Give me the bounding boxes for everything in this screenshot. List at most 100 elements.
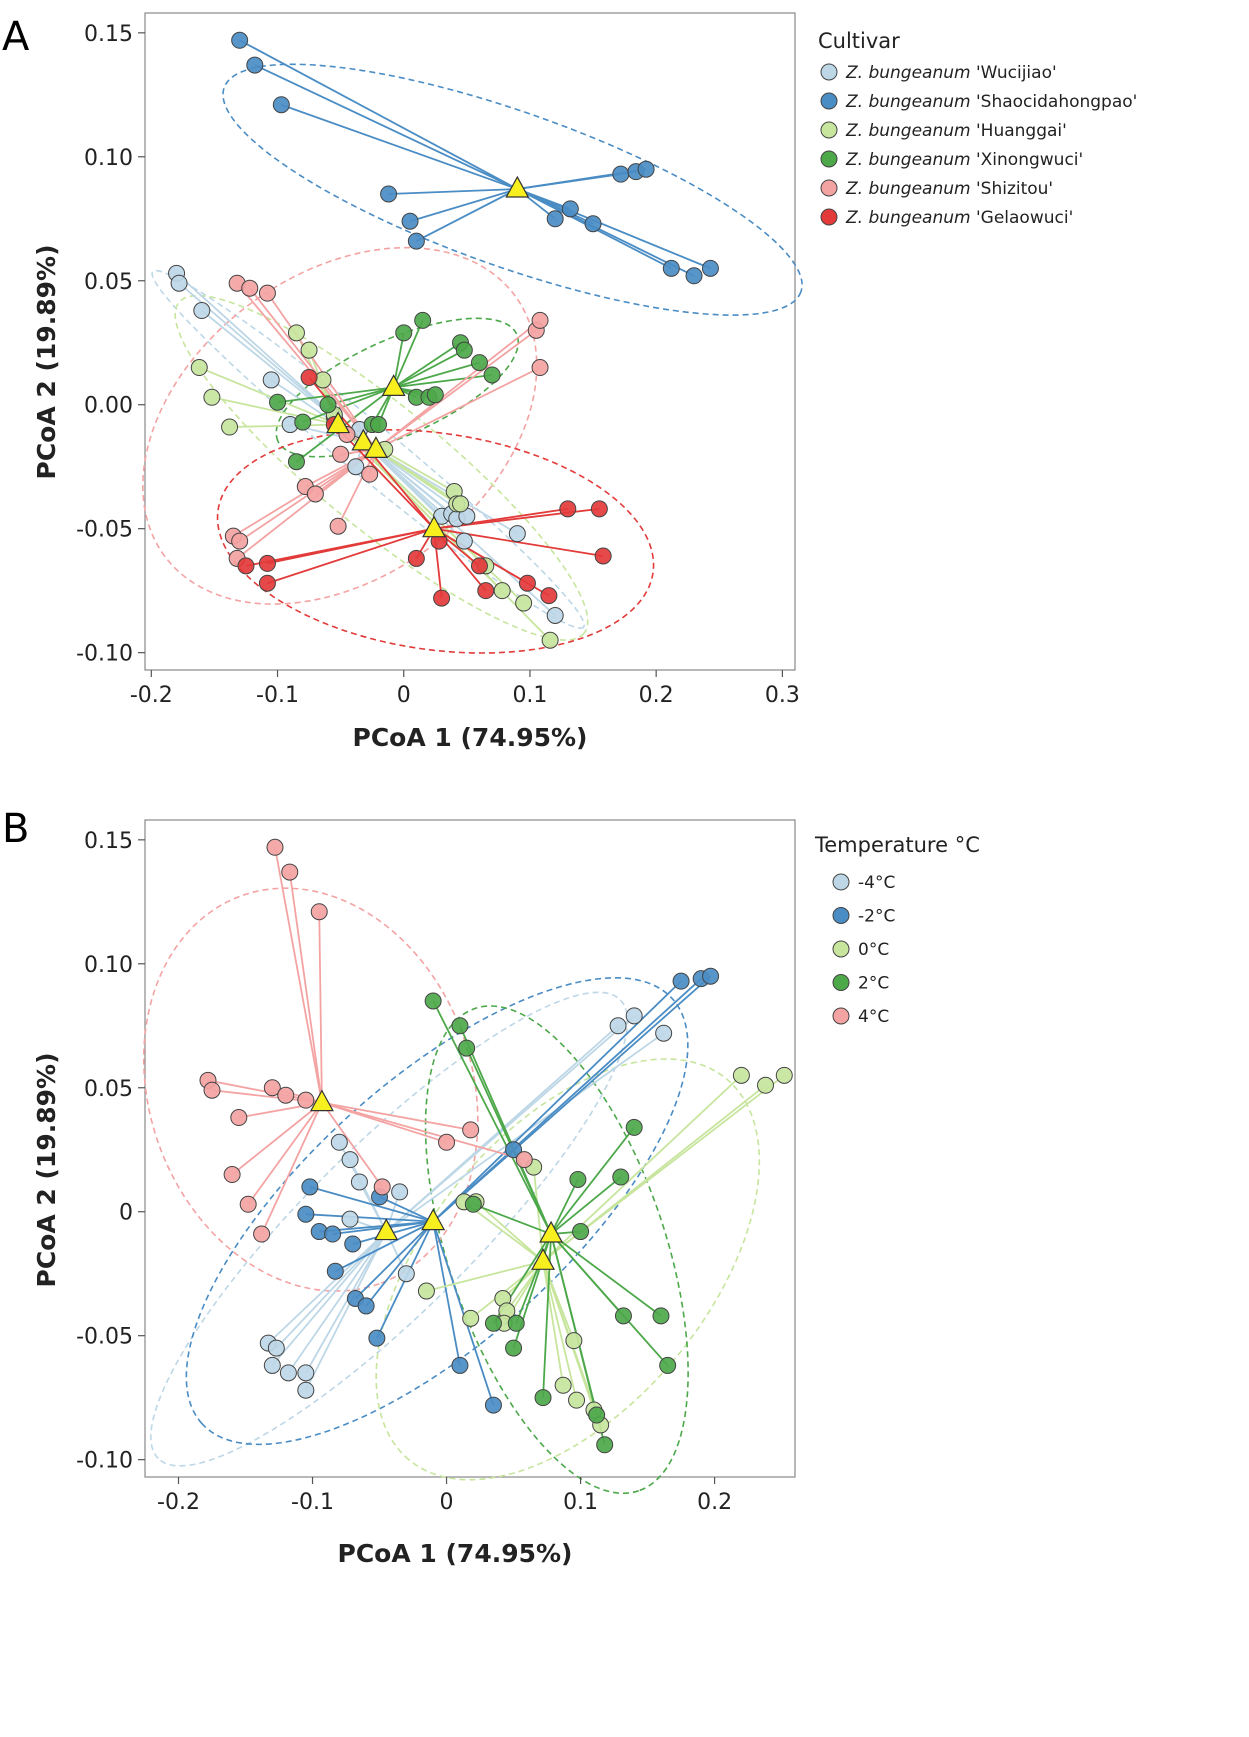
point-4c xyxy=(341,1151,359,1169)
point-0c xyxy=(757,1076,775,1094)
point-shaocidahongpao xyxy=(701,259,719,277)
point-4c xyxy=(397,1265,415,1283)
legend-species: Z. bungeanum xyxy=(845,121,971,141)
point-2c xyxy=(505,1141,523,1159)
legend-label-xinongwuci: Z. bungeanum 'Xinongwuci' xyxy=(845,150,1083,170)
point-4c xyxy=(655,1024,673,1042)
point-xinongwuci xyxy=(269,393,287,411)
point-wucijiao xyxy=(347,458,365,476)
x-tick-label: 0.1 xyxy=(563,1490,598,1515)
panel-a: A -0.2 -0.1 0 0.1 0.2 0.30.150.100.050.00-0.0… xyxy=(2,12,1137,752)
y-axis-title-a: PCoA 2 (19.89%) xyxy=(32,245,61,480)
y-tick-label: 0 xyxy=(119,1201,133,1226)
legend-key-shizitou xyxy=(820,179,838,197)
spoke-2c xyxy=(305,1213,434,1223)
legend-key-huanggai xyxy=(820,121,838,139)
x-tick-label: 0.1 xyxy=(512,683,547,708)
spoke-2c xyxy=(365,1221,434,1307)
point-4c xyxy=(515,1151,533,1169)
point-shaocidahongpao xyxy=(401,212,419,230)
spoke-4c xyxy=(247,1102,323,1205)
legend-title-a: Cultivar xyxy=(818,29,900,53)
point-0c xyxy=(462,1309,480,1327)
point-huanggai xyxy=(314,371,332,389)
point-4c xyxy=(310,903,328,921)
spoke-0c xyxy=(542,1261,565,1386)
axes-b: -0.2 -0.1 0 0.1 0.20.150.100.050-0.05-0.10 xyxy=(76,829,732,1515)
legend-label-shaocidahongpao: Z. bungeanum 'Shaocidahongpao' xyxy=(845,92,1137,112)
point-xinongwuci xyxy=(319,396,337,414)
spoke-xinongwuci xyxy=(302,386,394,423)
point-gelaowuci xyxy=(470,557,488,575)
spoke-wucijiao xyxy=(362,441,465,542)
point-0c xyxy=(565,1332,583,1350)
point-4c xyxy=(239,1195,257,1213)
point-gelaowuci xyxy=(477,582,495,600)
panel-letter-a: A xyxy=(2,14,30,60)
legend-key-wucijiao xyxy=(820,63,838,81)
legend-species: Z. bungeanum xyxy=(845,63,971,83)
y-tick-label: 0.10 xyxy=(84,953,133,978)
point-wucijiao xyxy=(262,371,280,389)
ellipse-2c xyxy=(424,1005,689,1495)
point-2c xyxy=(572,1223,590,1241)
spoke-shaocidahongpao xyxy=(516,188,695,277)
point-shaocidahongpao xyxy=(272,96,290,114)
point-shizitou xyxy=(531,311,549,329)
point-2c xyxy=(484,1396,502,1414)
spoke-2c xyxy=(432,1221,461,1366)
legend-key-gelaowuci xyxy=(820,208,838,226)
spoke-4c xyxy=(287,1231,387,1374)
centroid-gelaowuci xyxy=(422,515,447,538)
points-b xyxy=(199,838,793,1454)
point-shaocidahongpao xyxy=(546,210,564,228)
spoke-gelaowuci xyxy=(267,527,435,565)
centroid-4c xyxy=(309,1089,334,1112)
spoke-xinongwuci xyxy=(393,349,465,389)
x-tick-label: 0.3 xyxy=(765,683,800,708)
legend-cultivar: 'Shaocidahongpao' xyxy=(971,92,1138,112)
spoke-shaocidahongpao xyxy=(281,103,518,190)
point-4c xyxy=(373,1178,391,1196)
point-2c xyxy=(458,1039,476,1057)
ellipse-shizitou xyxy=(142,246,538,605)
x-axis-title-a: PCoA 1 (74.95%) xyxy=(353,723,588,752)
point-2c xyxy=(588,1406,606,1424)
ellipse-0c xyxy=(375,1058,761,1481)
point-2c xyxy=(484,1314,502,1332)
spoke-4c xyxy=(267,1230,387,1344)
point-4c xyxy=(609,1017,627,1035)
y-tick-label: -0.10 xyxy=(76,1449,133,1474)
point-4c xyxy=(277,1086,295,1104)
point-xinongwuci xyxy=(470,354,488,372)
x-tick-label: 0 xyxy=(440,1490,454,1515)
spoke-xinongwuci xyxy=(277,386,394,404)
spoke-4c xyxy=(305,1231,388,1391)
spoke-xinongwuci xyxy=(393,361,480,389)
spider-lines-b xyxy=(207,847,785,1445)
point-4c xyxy=(341,1210,359,1228)
spoke-2c xyxy=(432,1221,495,1406)
spoke-0c xyxy=(532,1167,544,1262)
spoke-xinongwuci xyxy=(392,320,424,388)
y-tick-label: 0.05 xyxy=(84,270,133,295)
point-2c xyxy=(451,1017,469,1035)
spoke-2c xyxy=(550,1233,662,1317)
point-shaocidahongpao xyxy=(561,200,579,218)
point-huanggai xyxy=(515,594,533,612)
point-4c xyxy=(297,1091,315,1109)
legend-key-4c xyxy=(832,1007,850,1025)
y-tick-label: -0.10 xyxy=(76,642,133,667)
point-gelaowuci xyxy=(590,500,608,518)
spoke-4c xyxy=(288,871,323,1103)
point-shaocidahongpao xyxy=(380,185,398,203)
panel-letter-b: B xyxy=(2,806,29,852)
point-huanggai xyxy=(493,582,511,600)
spoke-4c xyxy=(231,1101,323,1176)
point-gelaowuci xyxy=(559,500,577,518)
spoke-4c xyxy=(321,1101,525,1161)
point-gelaowuci xyxy=(433,589,451,607)
point-2c xyxy=(612,1168,630,1186)
legend-label-2c: -2°C xyxy=(858,907,895,927)
x-axis-title-b: PCoA 1 (74.95%) xyxy=(338,1539,573,1568)
